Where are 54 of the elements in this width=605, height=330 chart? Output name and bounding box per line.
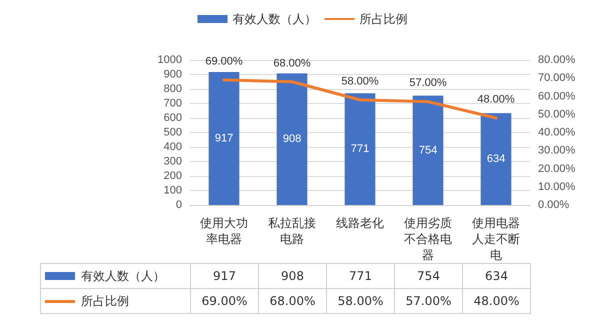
x-tick-label: 私拉乱接电路 <box>268 216 316 246</box>
y-tick-label: 400 <box>164 141 182 153</box>
bar <box>412 96 444 205</box>
text: 634 <box>486 153 506 166</box>
legend-label: 所占比例 <box>360 12 408 26</box>
legend-label: 有效人数（人） <box>232 12 316 26</box>
data-label: 917 <box>190 264 258 288</box>
y-tick-label: 300 <box>164 156 182 168</box>
y2-tick-label: 30.00% <box>538 144 576 157</box>
y-tick-label: 900 <box>164 68 182 80</box>
data-label: 68.00% <box>258 289 326 313</box>
x-tick-label: 线路老化 <box>336 216 384 230</box>
data-label: 69.00% <box>190 289 258 313</box>
x-tick-label: 使用大功率电器 <box>200 216 248 246</box>
data-label: 771 <box>326 264 394 288</box>
data-label: 48.00% <box>462 289 530 313</box>
text: 68.00% <box>273 57 311 70</box>
text: 58.00% <box>341 75 379 88</box>
y2-tick-label: 0.00% <box>538 199 570 211</box>
text: 所占比例 <box>81 294 129 308</box>
y2-tick-label: 60.00% <box>538 90 576 102</box>
bar <box>480 113 512 205</box>
x-tick-label: 使用劣质不合格电器 <box>404 216 452 262</box>
bar <box>276 73 308 205</box>
text: 908 <box>282 133 302 146</box>
text: 754 <box>418 144 438 156</box>
bar <box>344 93 376 205</box>
text: 57.00% <box>409 77 447 90</box>
y-tick-label: 700 <box>164 98 182 110</box>
y-tick-label: 0 <box>176 199 182 211</box>
data-label: 57.00% <box>394 289 462 313</box>
y2-tick-label: 10.00% <box>538 180 576 193</box>
y2-tick-label: 20.00% <box>538 162 576 175</box>
y-tick-label: 100 <box>164 184 182 196</box>
data-label: 908 <box>258 264 326 288</box>
y2-tick-label: 70.00% <box>538 72 576 84</box>
y-tick-label: 200 <box>164 170 182 182</box>
bar <box>208 72 240 205</box>
x-tick-label: 使用电器人走不断电 <box>472 216 520 262</box>
y2-tick-label: 50.00% <box>538 108 576 120</box>
text: 48.00% <box>477 94 515 106</box>
y-tick-label: 600 <box>164 112 182 124</box>
text: 有效人数（人） <box>81 268 165 282</box>
y-tick-label: 500 <box>164 126 182 138</box>
y-tick-label: 1000 <box>158 54 182 66</box>
data-label: 634 <box>462 264 530 288</box>
data-label: 754 <box>394 264 462 288</box>
data-label: 58.00% <box>326 289 394 313</box>
text: 69.00% <box>205 55 243 68</box>
text: 917 <box>214 132 234 145</box>
y-tick-label: 800 <box>164 83 182 95</box>
y2-tick-label: 80.00% <box>538 54 576 66</box>
text: 771 <box>350 143 370 156</box>
y2-tick-label: 40.00% <box>538 126 576 138</box>
